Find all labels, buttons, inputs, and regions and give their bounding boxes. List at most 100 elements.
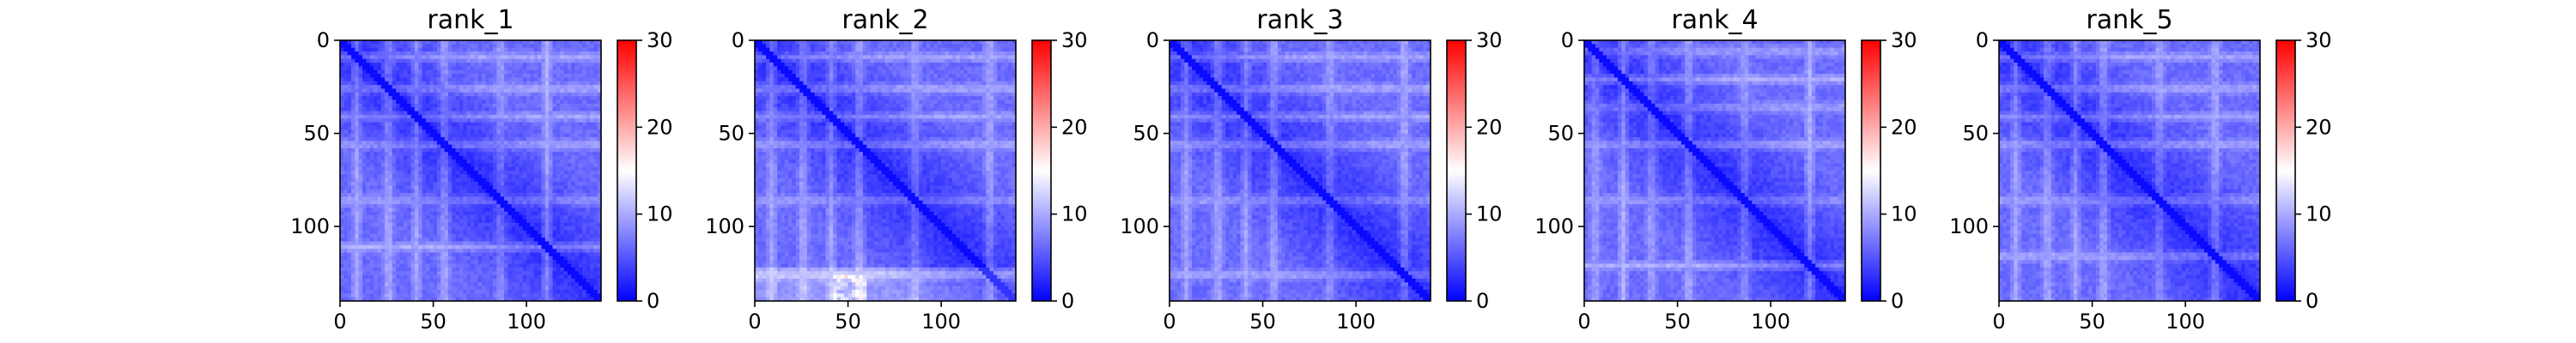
- heatmap-cell: [407, 190, 411, 194]
- heatmap-cell: [411, 111, 416, 116]
- heatmap-cell: [440, 126, 445, 130]
- heatmap-cell: [493, 129, 497, 134]
- heatmap-cell: [392, 134, 397, 138]
- heatmap-cell: [456, 223, 460, 227]
- heatmap-cell: [545, 156, 550, 160]
- heatmap-cell: [504, 271, 508, 275]
- heatmap-cell: [575, 290, 580, 294]
- heatmap-cell: [434, 282, 438, 286]
- heatmap-cell: [549, 115, 553, 119]
- heatmap-cell: [519, 123, 523, 127]
- heatmap-cell: [377, 282, 381, 286]
- heatmap-cell: [429, 171, 434, 175]
- heatmap-cell: [560, 126, 564, 130]
- heatmap-cell: [579, 44, 583, 48]
- heatmap-cell: [478, 201, 483, 205]
- heatmap-cell: [467, 51, 471, 56]
- heatmap-cell: [407, 271, 411, 275]
- heatmap-cell: [343, 253, 348, 257]
- heatmap-cell: [579, 279, 583, 283]
- heatmap-cell: [418, 282, 422, 286]
- heatmap-cell: [526, 201, 531, 205]
- heatmap-cell: [593, 126, 598, 130]
- heatmap-cell: [482, 271, 486, 275]
- heatmap-cell: [452, 134, 456, 138]
- heatmap-cell: [392, 268, 397, 272]
- heatmap-cell: [434, 260, 438, 264]
- heatmap-cell: [471, 249, 475, 253]
- heatmap-cell: [456, 215, 460, 220]
- heatmap-cell: [575, 63, 580, 67]
- heatmap-cell: [388, 81, 392, 86]
- heatmap-cell: [515, 204, 519, 208]
- heatmap-cell: [523, 118, 527, 123]
- heatmap-cell: [429, 134, 434, 138]
- heatmap-cell: [429, 70, 434, 75]
- heatmap-cell: [586, 141, 591, 145]
- heatmap-cell: [385, 275, 389, 280]
- heatmap-cell: [593, 293, 598, 298]
- heatmap-cell: [370, 215, 374, 220]
- heatmap-cell: [374, 88, 378, 93]
- heatmap-cell: [434, 212, 438, 216]
- heatmap-cell: [452, 156, 456, 160]
- heatmap-cell: [399, 51, 404, 56]
- heatmap-cell: [440, 193, 445, 197]
- heatmap-cell: [396, 253, 400, 257]
- heatmap-cell: [399, 118, 404, 123]
- heatmap-cell: [381, 141, 386, 145]
- heatmap-cell: [399, 245, 404, 250]
- heatmap-cell: [437, 253, 441, 257]
- heatmap-cell: [415, 208, 419, 212]
- heatmap-cell: [399, 129, 404, 134]
- heatmap-cell: [582, 77, 586, 81]
- heatmap-cell: [478, 85, 483, 89]
- heatmap-cell: [507, 111, 512, 116]
- heatmap-cell: [593, 145, 598, 149]
- heatmap-cell: [575, 245, 580, 250]
- heatmap-cell: [471, 271, 475, 275]
- heatmap-cell: [377, 145, 381, 149]
- heatmap-cell: [392, 238, 397, 242]
- heatmap-cell: [526, 63, 531, 67]
- heatmap-cell: [351, 81, 355, 86]
- heatmap-cell: [370, 148, 374, 153]
- heatmap-cell: [571, 268, 575, 272]
- heatmap-cell: [381, 230, 386, 234]
- heatmap-cell: [448, 215, 453, 220]
- heatmap-cell: [564, 88, 568, 93]
- heatmap-cell: [355, 226, 359, 231]
- heatmap-cell: [575, 96, 580, 100]
- colorbar-tick-label: 0: [647, 289, 659, 313]
- heatmap-cell: [437, 201, 441, 205]
- heatmap-cell: [538, 185, 542, 190]
- heatmap-cell: [399, 212, 404, 216]
- heatmap-cell: [370, 219, 374, 223]
- heatmap-cell: [471, 134, 475, 138]
- heatmap-cell: [385, 204, 389, 208]
- heatmap-cell: [556, 129, 561, 134]
- heatmap-cell: [418, 118, 422, 123]
- heatmap-cell: [568, 256, 572, 261]
- heatmap-cell: [575, 182, 580, 186]
- heatmap-cell: [489, 174, 494, 178]
- heatmap-cell: [385, 159, 389, 164]
- heatmap-cell: [493, 63, 497, 67]
- heatmap-cell: [362, 264, 367, 268]
- heatmap-cell: [564, 256, 568, 261]
- heatmap-cell: [549, 286, 553, 291]
- heatmap-cell: [366, 44, 370, 48]
- heatmap-cell: [564, 85, 568, 89]
- heatmap-cell: [359, 223, 363, 227]
- heatmap-cell: [407, 249, 411, 253]
- heatmap-cell: [590, 123, 594, 127]
- heatmap-cell: [459, 99, 464, 104]
- heatmap-cell: [482, 193, 486, 197]
- heatmap-cell: [549, 141, 553, 145]
- heatmap-cell: [351, 85, 355, 89]
- heatmap-cell: [485, 93, 489, 97]
- heatmap-cell: [568, 129, 572, 134]
- heatmap-cell: [415, 193, 419, 197]
- heatmap-cell: [448, 111, 453, 116]
- heatmap-cell: [351, 104, 355, 108]
